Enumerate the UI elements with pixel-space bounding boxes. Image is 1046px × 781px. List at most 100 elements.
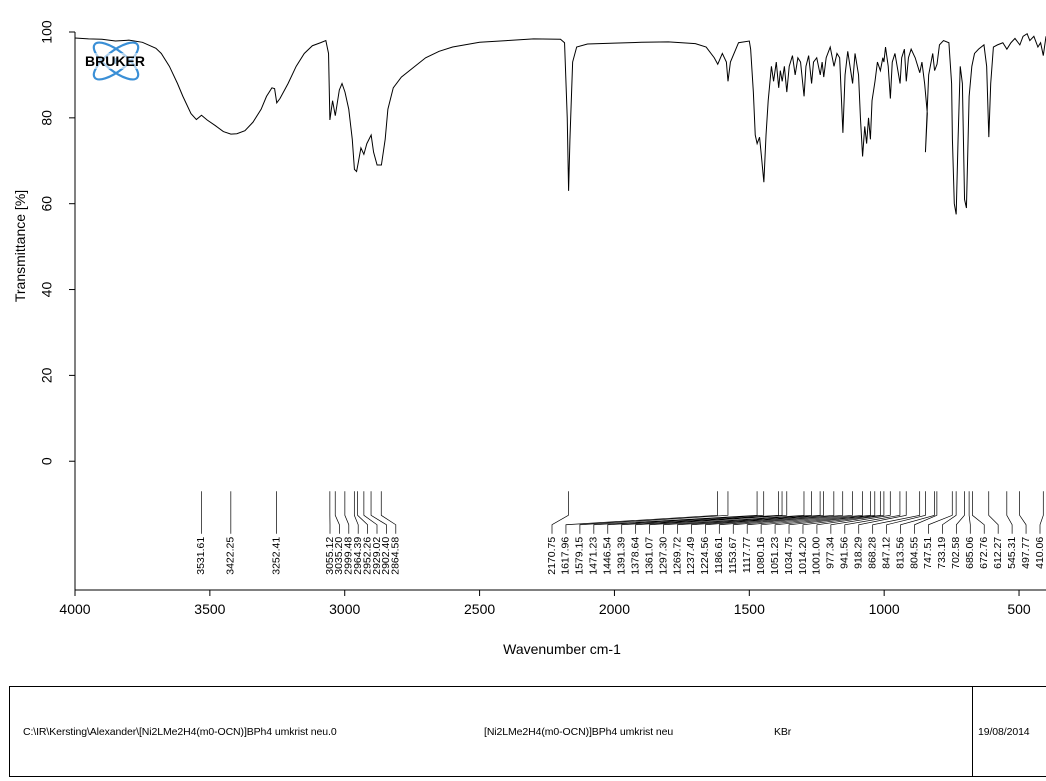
- x-tick-label: 1000: [869, 601, 900, 617]
- peak-marker: [705, 491, 824, 534]
- peak-marker: [551, 491, 569, 534]
- peak-label: 1579.15: [574, 537, 586, 575]
- peak-label: 868.28: [866, 537, 878, 569]
- peak-label: 685.06: [964, 537, 976, 569]
- peak-label: 2929.02: [371, 537, 383, 575]
- peak-marker: [886, 491, 926, 534]
- info-divider: [972, 687, 973, 776]
- peak-label: 2864.58: [390, 537, 402, 575]
- x-tick-label: 500: [1007, 601, 1031, 617]
- peak-label: 1224.56: [699, 537, 711, 575]
- peak-marker: [732, 491, 844, 534]
- sample-info-box: C:\IR\Kersting\Alexander\[Ni2LMe2H4(m0-O…: [9, 686, 1046, 777]
- peak-label: 3531.61: [195, 537, 207, 575]
- matrix: KBr: [774, 726, 792, 738]
- y-tick-label: 100: [39, 20, 55, 44]
- peak-marker: [579, 491, 729, 534]
- y-tick-label: 0: [39, 457, 55, 465]
- peak-marker: [357, 491, 368, 534]
- peak-label: 545.31: [1006, 537, 1018, 569]
- peak-marker: [844, 491, 901, 534]
- peak-label: 702.58: [950, 537, 962, 569]
- sample-name: [Ni2LMe2H4(m0-OCN)]BPh4 umkrist neu: [484, 726, 674, 738]
- peak-marker: [1006, 491, 1013, 534]
- y-axis-label: Transmittance [%]: [12, 190, 28, 302]
- peak-marker: [928, 491, 953, 534]
- peak-label: 1471.23: [588, 537, 600, 575]
- peak-label: 2902.40: [380, 537, 392, 575]
- peak-marker: [1019, 491, 1027, 534]
- peak-label: 497.77: [1020, 537, 1032, 569]
- peak-label: 1117.77: [741, 537, 753, 574]
- ir-spectrum-chart: 4000 3500 3000 2500 2000 1500 1000 500 0 20 40 60 80…: [12, 20, 1046, 657]
- peak-marker: [663, 491, 805, 534]
- peak-marker: [635, 491, 783, 534]
- tick-marks: 4000 3500 3000 2500 2000 1500 1000 500 0 20 40 60 80…: [39, 20, 1031, 617]
- peak-marker: [370, 491, 387, 534]
- peak-label: 1361.07: [643, 537, 655, 575]
- y-tick-label: 20: [39, 367, 55, 383]
- peak-label: 918.29: [853, 537, 865, 569]
- peak-marker: [914, 491, 938, 534]
- peak-label: 1186.61: [713, 537, 725, 574]
- peak-label: 1297.30: [657, 537, 669, 575]
- spectrum-line: [74, 32, 1046, 215]
- x-tick-label: 2500: [464, 601, 495, 617]
- peak-label: 2170.75: [546, 537, 558, 575]
- peak-marker: [816, 491, 885, 534]
- peak-label: 2964.39: [352, 537, 364, 575]
- peak-label: 612.27: [992, 537, 1004, 569]
- bruker-logo: BRUKER: [76, 41, 154, 81]
- peak-label: 747.51: [922, 537, 934, 569]
- peak-label: 1617.96: [560, 537, 572, 575]
- x-axis-label: Wavenumber cm-1: [503, 641, 621, 657]
- peak-label: 3055.12: [324, 537, 336, 575]
- bruker-logo-text: BRUKER: [85, 53, 145, 69]
- peak-marker: [565, 491, 718, 534]
- peak-marker: [691, 491, 821, 534]
- peak-marker: [858, 491, 907, 534]
- peak-marker: [968, 491, 971, 534]
- peak-marker: [1039, 491, 1044, 534]
- peak-marker: [380, 491, 397, 534]
- peak-label: 1001.00: [811, 537, 823, 575]
- peak-label: 1269.72: [671, 537, 683, 575]
- peak-marker: [774, 491, 871, 534]
- y-tick-label: 60: [39, 196, 55, 212]
- peak-label: 977.34: [825, 537, 837, 569]
- peak-label: 1080.16: [755, 537, 767, 575]
- peak-marker: [593, 491, 758, 534]
- peak-label: 813.56: [894, 537, 906, 569]
- peak-marker: [942, 491, 957, 534]
- peak-label: 1034.75: [783, 537, 795, 575]
- peak-marker: [746, 491, 853, 534]
- y-tick-label: 40: [39, 282, 55, 298]
- y-tick-label: 80: [39, 110, 55, 126]
- peak-marker: [788, 491, 876, 534]
- peak-label: 804.55: [908, 537, 920, 569]
- peak-label: 941.56: [839, 537, 851, 569]
- peak-marker: [334, 491, 340, 534]
- peak-label: 1446.54: [602, 537, 614, 575]
- peak-marker: [760, 491, 863, 534]
- measurement-date: 19/08/2014: [978, 726, 1030, 738]
- peak-marker: [900, 491, 935, 534]
- peak-marker: [988, 491, 999, 534]
- file-path: C:\IR\Kersting\Alexander\[Ni2LMe2H4(m0-O…: [23, 726, 337, 738]
- x-tick-label: 4000: [59, 601, 90, 617]
- peak-marker: [649, 491, 788, 534]
- peak-label: 3035.20: [333, 537, 345, 575]
- peak-label: 3422.25: [225, 537, 237, 575]
- peak-label: 1378.64: [629, 537, 641, 575]
- x-tick-label: 3500: [194, 601, 225, 617]
- peak-label: 3252.41: [270, 537, 282, 575]
- peak-markers: 3531.61 3422.25 3252.41 3055.123035.202999.…: [195, 491, 1046, 575]
- plot-frame: [74, 32, 1046, 591]
- peak-label: 2952.26: [361, 537, 373, 575]
- peak-label: 1153.67: [727, 537, 739, 574]
- peak-label: 1014.20: [797, 537, 809, 575]
- peak-marker: [353, 491, 359, 534]
- peak-marker: [802, 491, 881, 534]
- peak-label: 672.76: [978, 537, 990, 569]
- peak-marker: [677, 491, 812, 534]
